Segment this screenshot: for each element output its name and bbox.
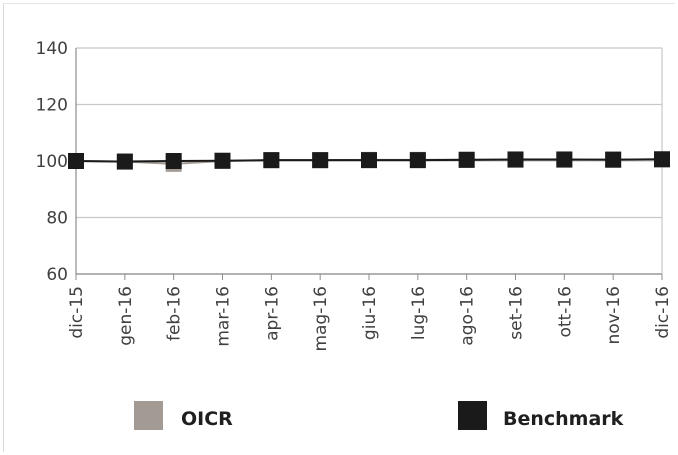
legend: OICR Benchmark [134,401,624,430]
x-tick-label: dic-16 [653,286,673,339]
x-tick-label: giu-16 [360,286,380,340]
x-tick-label: ago-16 [458,286,478,346]
data-point-benchmark [116,153,133,170]
data-point-benchmark [409,152,426,169]
y-tick-label: 120 [36,96,68,116]
data-point-benchmark [605,151,622,168]
x-tick-label: mar-16 [214,286,234,347]
data-point-benchmark [458,151,475,168]
x-tick-label: apr-16 [262,286,282,341]
chart-frame [3,3,675,452]
data-point-benchmark [361,152,377,169]
x-tick-label: set-16 [507,286,527,340]
data-point-benchmark [68,153,84,169]
data-point-benchmark [263,152,280,169]
legend-swatch-oicr [134,401,163,430]
x-tick-label: dic-15 [67,286,87,339]
x-tick-label: ott-16 [555,286,575,338]
legend-swatch-benchmark [458,401,487,430]
data-point-benchmark [312,152,329,169]
y-tick-label: 80 [46,209,68,229]
x-tick-label: nov-16 [604,286,624,345]
data-point-benchmark [507,151,524,168]
y-tick-label: 60 [46,265,68,285]
y-tick-label: 140 [36,39,68,59]
data-point-benchmark [654,151,670,168]
x-tick-label: lug-16 [409,286,429,340]
data-point-benchmark [214,152,231,169]
x-tick-label: feb-16 [165,286,185,341]
series-layer [68,151,670,172]
data-point-benchmark [165,153,182,169]
x-tick-label: mag-16 [311,286,331,352]
y-tick-label: 100 [36,152,68,172]
tick-labels: 60 80 100 120 140 dic-15 gen-16 feb-16 mar-16 apr… [36,39,673,352]
x-tick-label: gen-16 [116,286,136,346]
legend-label-oicr: OICR [181,408,233,430]
legend-label-benchmark: Benchmark [503,408,624,430]
data-point-benchmark [556,151,573,168]
